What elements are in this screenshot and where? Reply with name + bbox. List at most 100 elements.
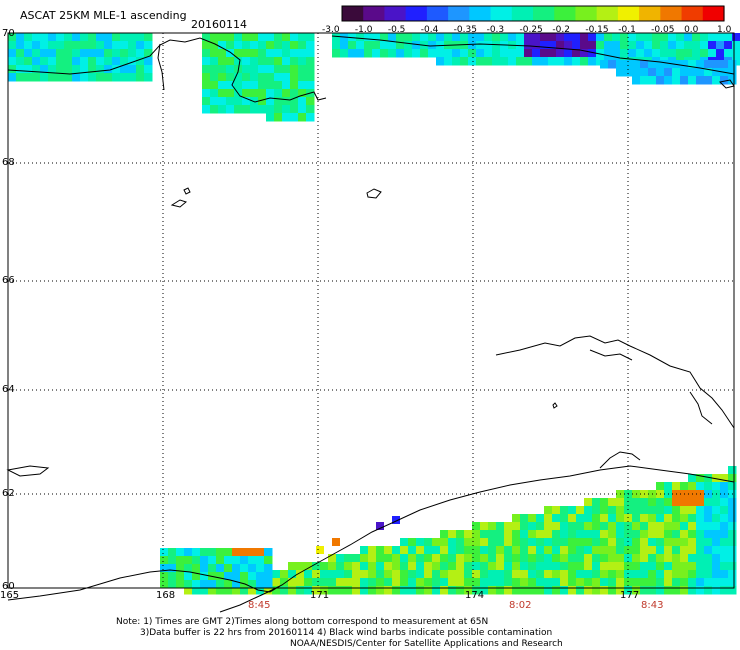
swath-cell [210,49,219,58]
swath-cell [128,57,137,66]
swath-cell [616,578,625,587]
swath-cell [660,33,669,42]
swath-cell [266,33,275,42]
swath-cell [288,586,297,595]
swath-cell [704,474,713,483]
swath-cell [544,538,553,547]
swath-cell [624,570,633,579]
swath-cell [218,73,227,82]
swath-cell [672,538,681,547]
swath-cell [648,506,657,515]
swath-cell [592,570,601,579]
swath-cell [624,60,633,69]
swath-cell [392,586,401,595]
swath-cell [112,57,121,66]
swath-cell [202,89,211,98]
swath-cell [584,530,593,539]
swath-cell [200,580,209,589]
swath-cell [380,49,389,58]
swath-cell [664,554,673,563]
swath-cell [608,514,617,523]
swath-cell [600,506,609,515]
swath-cell [720,514,729,523]
swath-cell [328,578,337,587]
swath-cell [266,73,275,82]
swath-cell [720,578,729,587]
swath-cell [16,65,25,74]
swath-cell [306,81,315,90]
swath-cell [184,556,193,565]
swath-cell [290,33,299,42]
swath-cell [600,538,609,547]
swath-cell [356,33,365,42]
swath-cell [384,570,393,579]
swath-cell [624,506,633,515]
swath-cell [720,554,729,563]
swath-cell [728,68,737,77]
swath-cell [80,49,89,58]
swath-cell [282,49,291,58]
swath-cell [264,586,273,595]
swath-cell [104,41,113,50]
swath-cell [88,65,97,74]
swath-cell [672,498,681,507]
swath-cell [640,530,649,539]
colorbar-swatch [363,6,386,21]
swath-cell [712,570,721,579]
swath-cell [376,522,384,530]
swath-cell [728,482,737,491]
swath-cell [264,548,273,557]
swath-cell [560,554,569,563]
swath-cell [712,68,721,77]
swath-cell [200,548,209,557]
swath-cell [704,538,713,547]
swath-cell [512,538,521,547]
swath-cell [632,546,641,555]
swath-cell [266,81,275,90]
swath-cell [202,33,211,42]
swath-cell [672,554,681,563]
swath-cell [616,554,625,563]
swath-cell [242,97,251,106]
swath-cell [372,33,381,42]
swath-cell [484,49,493,58]
swath-cell [524,49,533,58]
swath-cell [226,65,235,74]
swath-cell [672,562,681,571]
swath-cell [40,33,49,42]
swath-cell [648,562,657,571]
swath-cell [576,578,585,587]
swath-cell [250,57,259,66]
swath-cell [656,60,665,69]
swath-cell [392,554,401,563]
swath-cell [696,76,705,85]
swath-cell [168,572,177,581]
swath-cell [656,514,665,523]
swath-cell [496,538,505,547]
swath-cell [104,57,113,66]
swath-cell [384,586,393,595]
swath-cell [332,49,341,58]
swath-cell [258,65,267,74]
swath-cell [120,57,129,66]
swath-cell [184,572,193,581]
swath-cell [704,68,713,77]
swath-cell [632,538,641,547]
swath-cell [728,76,737,85]
swath-cell [556,41,565,50]
swath-cell [80,57,89,66]
swath-cell [306,97,315,106]
swath-cell [388,41,397,50]
swath-cell [488,546,497,555]
swath-cell [460,33,469,42]
swath-cell [360,546,369,555]
swath-cell [226,89,235,98]
swath-cell [608,530,617,539]
swath-cell [464,546,473,555]
swath-cell [472,538,481,547]
swath-cell [440,562,449,571]
swath-cell [168,564,177,573]
swath-cell [576,522,585,531]
swath-cell [332,33,341,42]
swath-cell [596,49,605,58]
